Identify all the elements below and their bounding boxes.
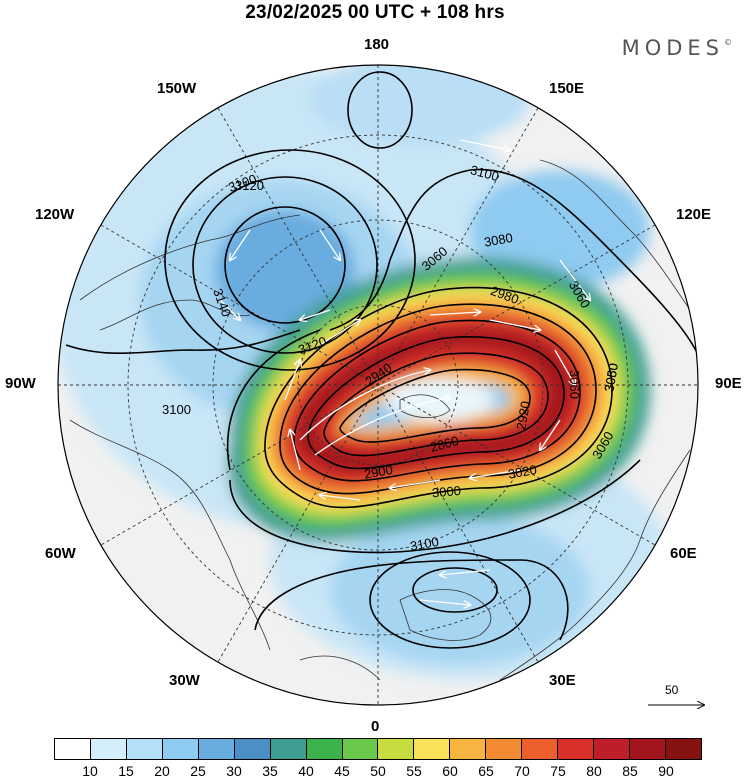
colorbar-swatch bbox=[162, 739, 199, 759]
colorbar-swatch bbox=[270, 739, 307, 759]
contour-label: 3000 bbox=[431, 483, 461, 500]
colorbar-swatch bbox=[522, 739, 559, 759]
colorbar-swatch bbox=[414, 739, 451, 759]
contour-label: 2920 bbox=[513, 400, 533, 431]
copyright-mark: © bbox=[724, 38, 732, 47]
lon-label-60w: 60W bbox=[45, 545, 76, 562]
coastlines bbox=[69, 159, 691, 681]
contour-label: 2860 bbox=[428, 433, 460, 455]
colorbar-tick-label: 35 bbox=[262, 763, 278, 779]
map-border bbox=[57, 64, 699, 706]
lon-label-30w: 30W bbox=[169, 672, 200, 689]
colorbar-swatch bbox=[126, 739, 163, 759]
colorbar-tick-label: 90 bbox=[658, 763, 674, 779]
modes-logo-text: MODES bbox=[621, 36, 724, 60]
colorbar-swatch bbox=[378, 739, 415, 759]
lon-label-60e: 60E bbox=[670, 545, 697, 562]
colorbar-tick-label: 70 bbox=[514, 763, 530, 779]
colorbar-swatch bbox=[234, 739, 271, 759]
colorbar-tick-label: 55 bbox=[406, 763, 422, 779]
contour-label: 2900 bbox=[363, 462, 394, 482]
reference-vector-label: 50 bbox=[665, 683, 679, 697]
contour-label: 3020 bbox=[507, 462, 538, 482]
colorbar-swatch bbox=[90, 739, 127, 759]
colorbar bbox=[54, 738, 702, 760]
colorbar-swatch bbox=[342, 739, 379, 759]
colorbar-tick-label: 40 bbox=[298, 763, 314, 779]
colorbar-tick-label: 65 bbox=[478, 763, 494, 779]
colorbar-swatch bbox=[450, 739, 487, 759]
colorbar-tick-label: 15 bbox=[118, 763, 134, 779]
contour-label: 3100 bbox=[409, 534, 440, 554]
map-title: 23/02/2025 00 UTC + 108 hrs bbox=[245, 2, 505, 23]
contour-label: 3080 bbox=[483, 230, 514, 250]
modes-logo: MODES© bbox=[622, 36, 732, 60]
lon-label-30e: 30E bbox=[549, 672, 576, 689]
colorbar-ticks: 10 15 20 25 30 35 40 45 50 55 60 65 70 75 80 85 90 bbox=[54, 763, 702, 781]
colorbar-tick-label: 10 bbox=[82, 763, 98, 779]
colorbar-tick-label: 80 bbox=[586, 763, 602, 779]
colorbar-swatch bbox=[558, 739, 595, 759]
colorbar-tick-label: 60 bbox=[442, 763, 458, 779]
map-disc bbox=[58, 65, 698, 705]
lon-label-150e: 150E bbox=[549, 80, 585, 97]
contour-label: 3050 bbox=[601, 362, 621, 393]
colorbar-tick-label: 45 bbox=[334, 763, 350, 779]
contour-label: 3100 bbox=[469, 162, 501, 184]
contour-label: 3060 bbox=[601, 362, 621, 393]
colorbar-swatch bbox=[306, 739, 343, 759]
colorbar-swatch bbox=[594, 739, 630, 759]
height-contours bbox=[65, 71, 698, 649]
colorbar-swatch bbox=[55, 739, 91, 759]
colorbar-tick-label: 50 bbox=[370, 763, 386, 779]
lon-label-180: 180 bbox=[364, 36, 390, 53]
contour-label: 3120 bbox=[235, 178, 264, 193]
colorbar-swatch bbox=[665, 739, 701, 759]
lon-label-150w: 150W bbox=[157, 80, 197, 97]
colorbar-swatch bbox=[486, 739, 523, 759]
colorbar-tick-label: 30 bbox=[226, 763, 242, 779]
contour-label: 3100 bbox=[162, 402, 191, 417]
colorbar-tick-label: 25 bbox=[190, 763, 206, 779]
colorbar-swatch bbox=[630, 739, 666, 759]
colorbar-tick-label: 85 bbox=[622, 763, 638, 779]
colorbar-tick-label: 75 bbox=[550, 763, 566, 779]
lon-label-90w: 90W bbox=[5, 375, 36, 392]
wind-vectors bbox=[219, 139, 590, 605]
lon-label-120w: 120W bbox=[35, 206, 75, 223]
graticule bbox=[58, 65, 698, 705]
lon-label-90e: 90E bbox=[715, 375, 742, 392]
colorbar-swatch bbox=[198, 739, 235, 759]
lon-label-120e: 120E bbox=[676, 206, 712, 223]
colorbar-tick-label: 20 bbox=[154, 763, 170, 779]
contour-label: 3060 bbox=[567, 370, 582, 399]
lon-label-0: 0 bbox=[371, 718, 380, 735]
